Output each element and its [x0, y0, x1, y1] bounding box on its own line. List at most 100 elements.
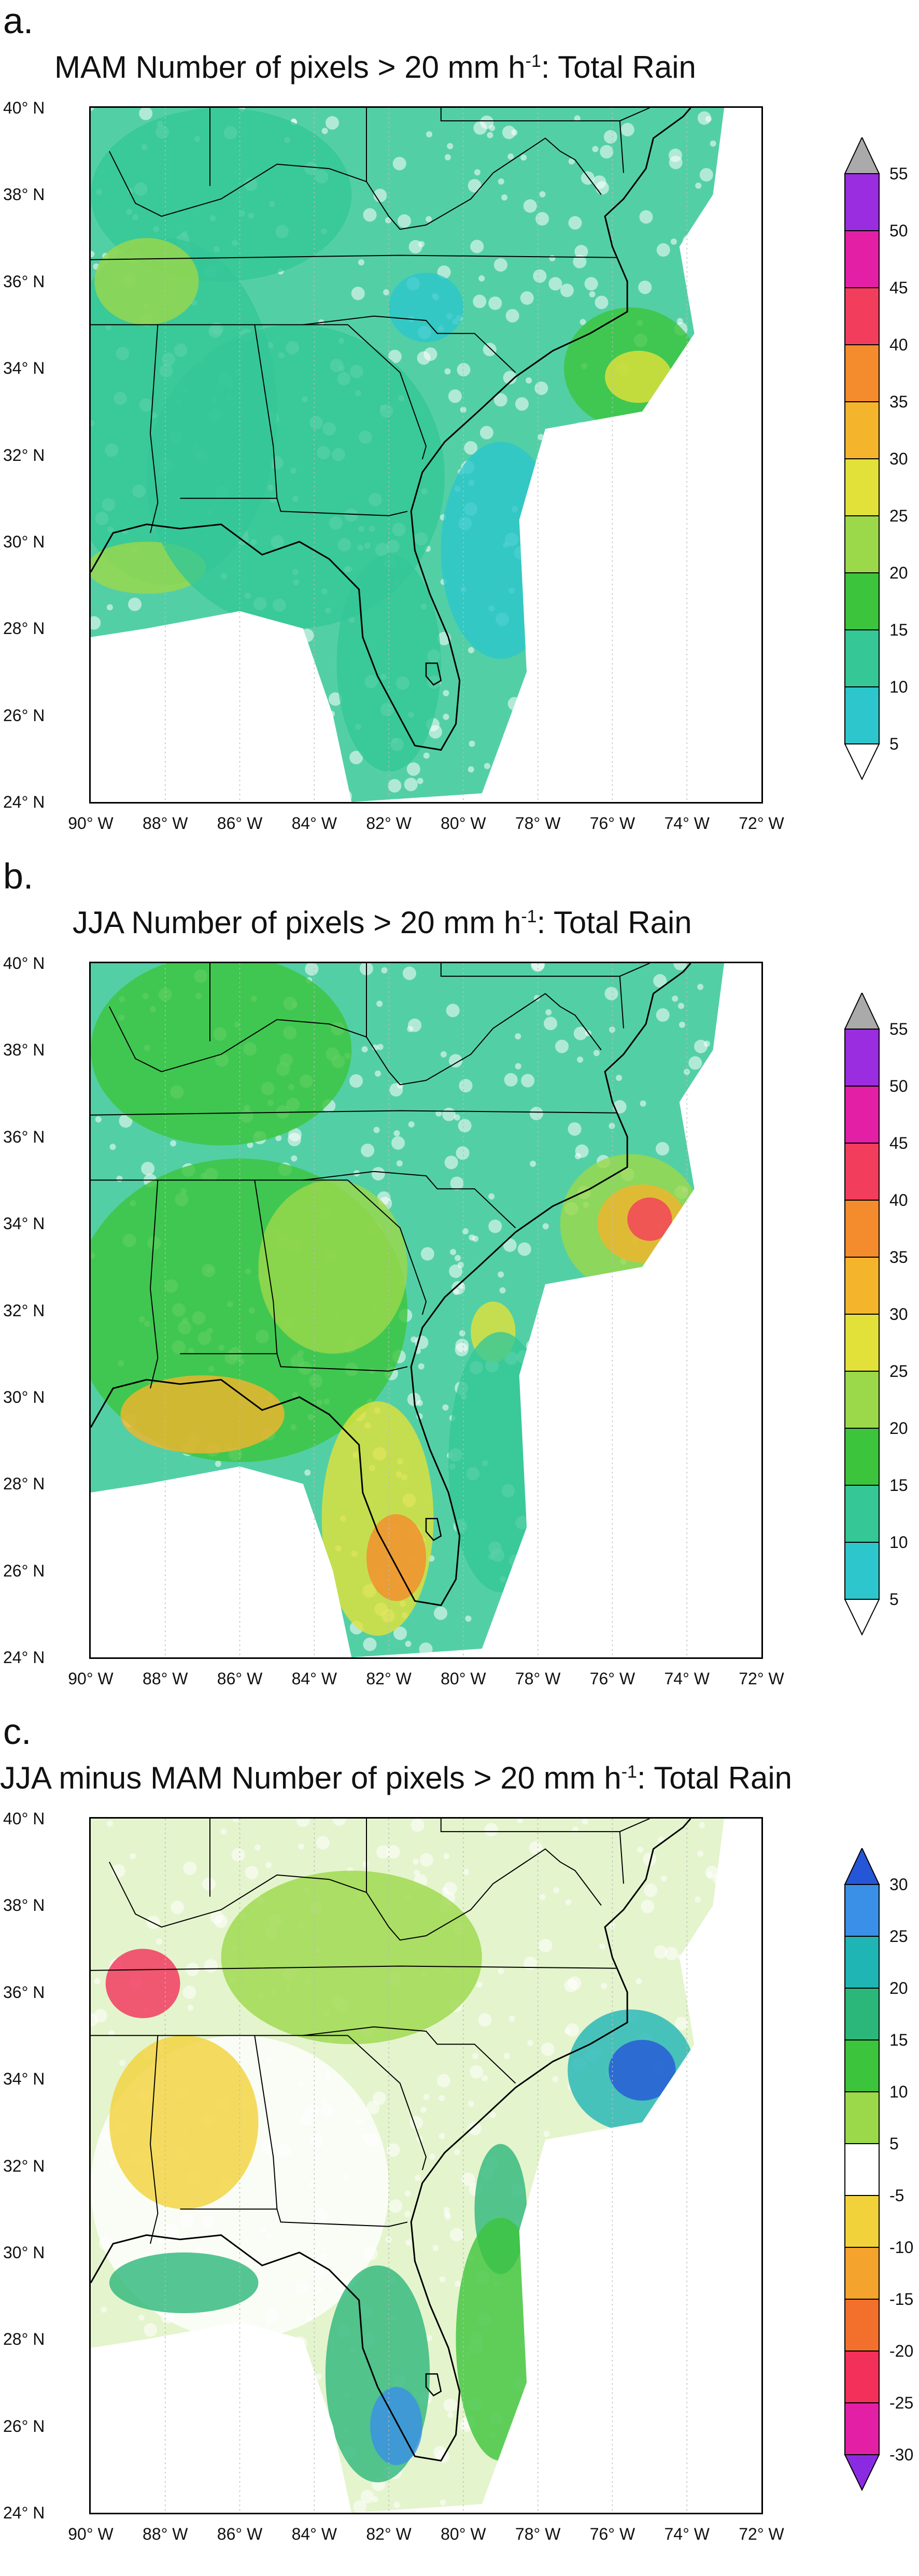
- field-speckle: [737, 637, 751, 651]
- field-speckle: [161, 641, 175, 655]
- field-speckle: [626, 1542, 633, 1549]
- state-border: [109, 993, 602, 1086]
- field-speckle: [212, 1509, 219, 1515]
- field-speckle: [643, 779, 657, 793]
- field-speckle: [695, 1896, 701, 1903]
- panel-c: c. JJA minus MAM Number of pixels > 20 m…: [0, 1711, 919, 2576]
- field-speckle: [417, 778, 423, 784]
- field-speckle: [133, 2415, 139, 2422]
- field-speckle: [465, 1615, 472, 1622]
- field-speckle: [697, 111, 711, 125]
- colorbar-segment: [844, 1086, 880, 1144]
- y-tick-label: 38° N: [3, 185, 45, 204]
- colorbar-label: -30: [889, 2445, 914, 2464]
- state-border: [91, 1965, 616, 1971]
- field-speckle: [321, 1610, 328, 1616]
- field-speckle: [419, 1853, 433, 1867]
- field-speckle: [487, 132, 493, 138]
- field-speckle: [704, 2295, 711, 2302]
- field-speckle: [713, 1921, 720, 1927]
- field-speckle: [555, 1310, 569, 1324]
- field-speckle: [531, 557, 538, 564]
- field-speckle: [702, 2243, 716, 2257]
- field-speckle: [210, 736, 217, 742]
- field-speckle: [291, 1155, 298, 1162]
- field-speckle: [446, 1004, 460, 1018]
- field-speckle: [436, 2074, 450, 2088]
- state-border: [109, 1848, 602, 1941]
- panel-title: JJA Number of pixels > 20 mm h-1: Total …: [73, 907, 692, 938]
- y-tick-label: 32° N: [3, 445, 45, 464]
- field-speckle: [616, 2443, 630, 2457]
- map-svg: [91, 108, 756, 802]
- field-speckle: [699, 1822, 705, 1828]
- field-speckle: [656, 2158, 662, 2164]
- field-speckle: [408, 1121, 415, 1128]
- field-speckle: [386, 1845, 400, 1859]
- colorbar-label: 45: [889, 1134, 908, 1152]
- field-speckle: [569, 605, 583, 619]
- field-speckle: [196, 1558, 210, 1572]
- field-speckle: [573, 255, 587, 269]
- field-speckle: [649, 449, 663, 463]
- field-speckle: [415, 2174, 421, 2181]
- field-speckle: [683, 759, 690, 766]
- field-speckle: [221, 2330, 235, 2344]
- field-speckle: [381, 967, 388, 974]
- field-speckle: [634, 1418, 648, 1432]
- field-speckle: [722, 1039, 725, 1053]
- state-border: [619, 1832, 624, 1884]
- field-speckle: [752, 2158, 758, 2164]
- title-text: JJA minus MAM Number of pixels > 20 mm h: [0, 1761, 621, 1795]
- field-speckle: [727, 1537, 741, 1550]
- field-speckle: [618, 790, 632, 802]
- field-speckle: [609, 1122, 615, 1129]
- field-speckle: [742, 304, 756, 317]
- field-speckle: [100, 1565, 107, 1572]
- field-speckle: [120, 2392, 134, 2406]
- field-speckle: [418, 1363, 425, 1370]
- colorbar-label: 15: [889, 1476, 908, 1495]
- x-tick-label: 88° W: [143, 2525, 188, 2543]
- field-speckle: [454, 1114, 460, 1121]
- field-speckle: [736, 664, 749, 678]
- field-speckle: [752, 2392, 761, 2406]
- field-speckle: [712, 1186, 725, 1200]
- state-border: [180, 2208, 408, 2227]
- field-speckle: [558, 1281, 565, 1288]
- field-speckle: [267, 621, 281, 635]
- field-speckle: [661, 2421, 668, 2428]
- field-speckle: [351, 286, 365, 300]
- panel-title: MAM Number of pixels > 20 mm h-1: Total …: [54, 52, 696, 83]
- field-speckle: [538, 2397, 545, 2404]
- field-speckle: [298, 1843, 305, 1850]
- field-speckle: [534, 381, 548, 395]
- field-speckle: [499, 1287, 506, 1293]
- field-speckle: [423, 347, 437, 361]
- field-speckle: [737, 2475, 751, 2488]
- panel-a: a. MAM Number of pixels > 20 mm h-1: Tot…: [0, 0, 919, 855]
- title-superscript: -1: [525, 51, 541, 71]
- field-speckle: [708, 2175, 722, 2189]
- field-speckle: [185, 2448, 191, 2455]
- precip-cell: [109, 2252, 259, 2314]
- y-tick-label: 34° N: [3, 1214, 45, 1233]
- field-speckle: [450, 1176, 464, 1190]
- field-speckle: [182, 1986, 196, 2000]
- field-speckle: [727, 206, 733, 213]
- colorbar-label: 45: [889, 278, 908, 297]
- field-speckle: [539, 1894, 546, 1901]
- field-speckle: [547, 2247, 561, 2261]
- field-speckle: [640, 1100, 646, 1107]
- field-speckle: [127, 2414, 134, 2420]
- field-speckle: [688, 1972, 695, 1978]
- field-speckle: [675, 2109, 682, 2116]
- precip-cell: [91, 108, 352, 281]
- x-tick-label: 78° W: [515, 1669, 561, 1688]
- field-speckle: [278, 2469, 285, 2475]
- field-speckle: [517, 1242, 531, 1256]
- field-speckle: [573, 1026, 587, 1040]
- field-speckle: [661, 2205, 675, 2219]
- field-speckle: [468, 2121, 482, 2135]
- field-speckle: [738, 1117, 751, 1131]
